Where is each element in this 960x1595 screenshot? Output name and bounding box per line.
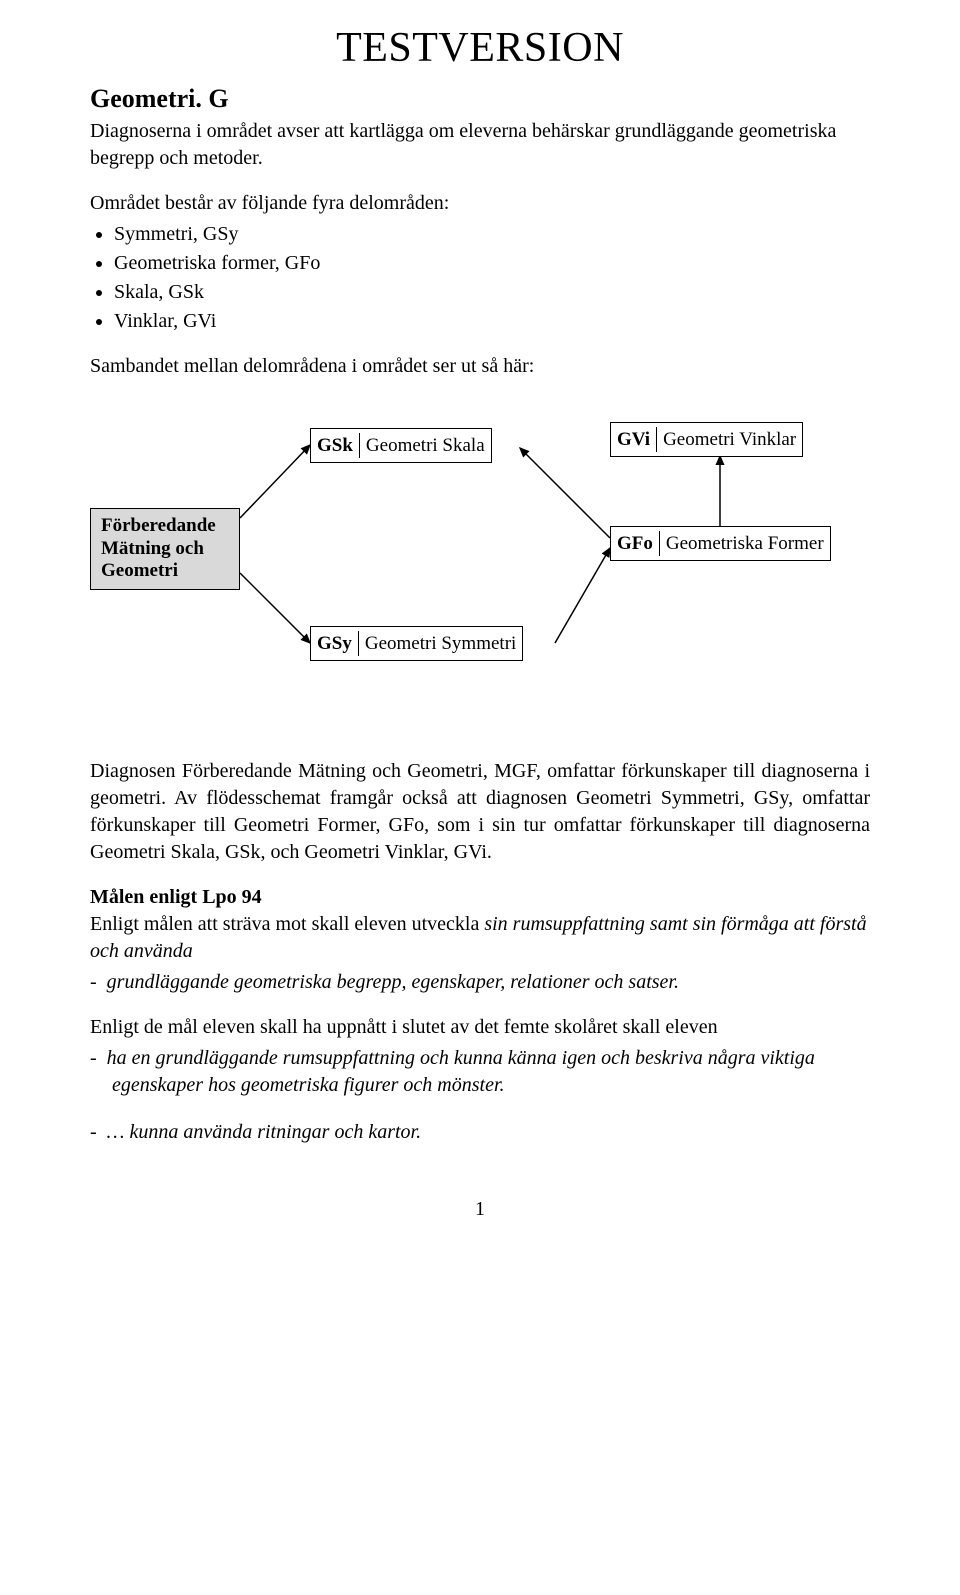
list-item: Symmetri, GSy (114, 221, 870, 248)
delomraden-list: Symmetri, GSy Geometriska former, GFo Sk… (90, 221, 870, 335)
node-code: GSk (317, 433, 360, 459)
lpo-dash-list-2: - ha en grundläggande rumsuppfattning oc… (90, 1045, 870, 1099)
dash-item-text: grundläggande geometriska begrepp, egens… (107, 971, 679, 993)
edge (240, 573, 310, 643)
lpo-p2: Enligt de mål eleven skall ha uppnått i … (90, 1014, 870, 1041)
node-line: Geometri (101, 560, 178, 581)
list-item: Vinklar, GVi (114, 308, 870, 335)
node-gsy: GSy Geometri Symmetri (310, 626, 523, 662)
node-gvi: GVi Geometri Vinklar (610, 422, 803, 458)
intro-text: Diagnoserna i området avser att kartlägg… (90, 118, 870, 172)
node-code: GSy (317, 631, 359, 657)
node-code: GFo (617, 531, 660, 557)
edge (240, 445, 310, 518)
body-paragraph: Diagnosen Förberedande Mätning och Geome… (90, 758, 870, 866)
lpo-dash-list-1: - grundläggande geometriska begrepp, ege… (90, 969, 870, 996)
dash-item-text: … kunna använda ritningar och kartor. (107, 1121, 421, 1143)
dash-item: - … kunna använda ritningar och kartor. (90, 1119, 870, 1146)
dash-item: - ha en grundläggande rumsuppfattning oc… (90, 1045, 870, 1099)
dash-item: - grundläggande geometriska begrepp, ege… (90, 969, 870, 996)
page-title: Geometri. G (90, 81, 870, 116)
dash-item-text: ha en grundläggande rumsuppfattning och … (107, 1047, 815, 1096)
edge (555, 548, 610, 643)
flowchart-intro: Sambandet mellan delområdena i området s… (90, 353, 870, 380)
node-gfo: GFo Geometriska Former (610, 526, 831, 562)
edge (520, 448, 610, 538)
lpo-heading: Målen enligt Lpo 94 (90, 884, 870, 911)
node-forberedande: Förberedande Mätning och Geometri (90, 508, 240, 590)
flowchart: Förberedande Mätning och Geometri GSk Ge… (90, 398, 870, 718)
node-label: Geometri Skala (366, 433, 485, 459)
node-label: Geometri Symmetri (365, 631, 516, 657)
node-line: Förberedande (101, 515, 216, 536)
page-number: 1 (90, 1196, 870, 1223)
node-label: Geometriska Former (666, 531, 824, 557)
list-item: Geometriska former, GFo (114, 250, 870, 277)
node-code: GVi (617, 427, 657, 453)
lpo-p1: Enligt målen att sträva mot skall eleven… (90, 911, 870, 965)
node-line: Mätning och (101, 538, 204, 559)
node-gsk: GSk Geometri Skala (310, 428, 492, 464)
lpo-dash-list-3: - … kunna använda ritningar och kartor. (90, 1119, 870, 1146)
node-label: Geometri Vinklar (663, 427, 796, 453)
lpo-p1-plain: Enligt målen att sträva mot skall eleven… (90, 913, 484, 935)
testversion-header: TESTVERSION (90, 20, 870, 77)
list-item: Skala, GSk (114, 279, 870, 306)
delomraden-intro: Området består av följande fyra delområd… (90, 190, 870, 217)
